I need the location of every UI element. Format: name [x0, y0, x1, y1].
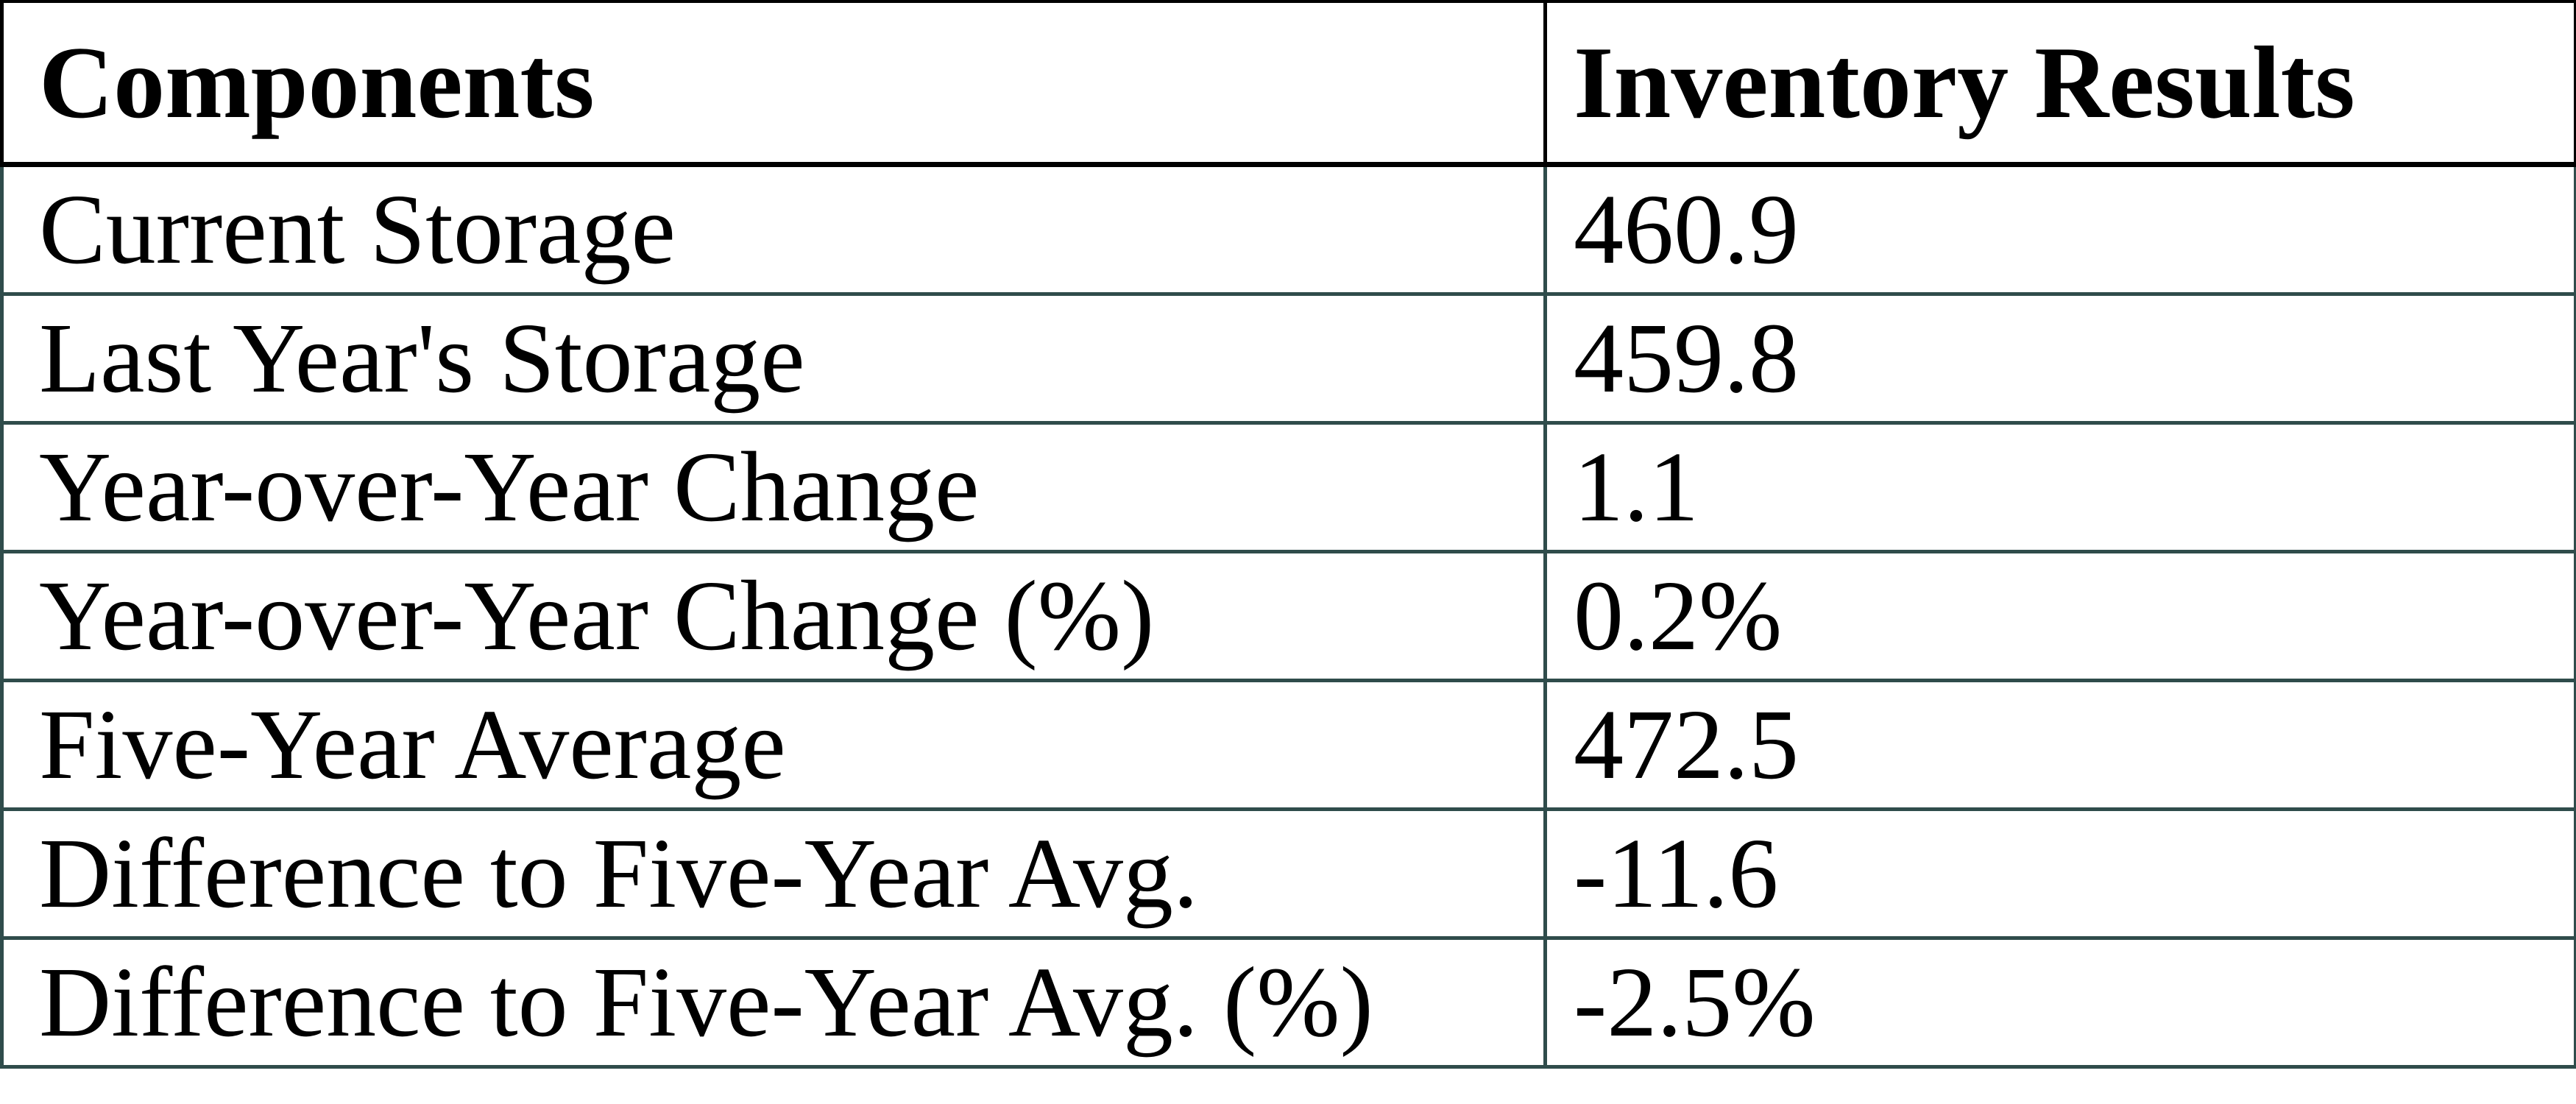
component-label: Five-Year Average: [0, 679, 1547, 811]
component-label: Year-over-Year Change (%): [0, 550, 1547, 682]
column-header-components: Components: [0, 0, 1547, 167]
table-row-diff-five-year-avg: Difference to Five-Year Avg. -11.6: [0, 807, 2576, 940]
header-row: Components Inventory Results: [0, 0, 2576, 167]
column-header-inventory-results: Inventory Results: [1543, 0, 2576, 167]
component-label: Year-over-Year Change: [0, 421, 1547, 553]
table-row-yoy-change: Year-over-Year Change 1.1: [0, 421, 2576, 553]
component-label: Last Year's Storage: [0, 292, 1547, 425]
component-value: 0.2%: [1543, 550, 2576, 682]
component-value: -2.5%: [1543, 936, 2576, 1069]
component-label: Difference to Five-Year Avg. (%): [0, 936, 1547, 1069]
component-value: 1.1: [1543, 421, 2576, 553]
table-row-current-storage: Current Storage 460.9: [0, 163, 2576, 296]
component-value: 460.9: [1543, 163, 2576, 296]
component-label: Difference to Five-Year Avg.: [0, 807, 1547, 940]
component-value: -11.6: [1543, 807, 2576, 940]
table-row-last-years-storage: Last Year's Storage 459.8: [0, 292, 2576, 425]
inventory-results-table: Components Inventory Results Current Sto…: [0, 0, 2576, 1069]
component-value: 472.5: [1543, 679, 2576, 811]
table-row-diff-five-year-avg-pct: Difference to Five-Year Avg. (%) -2.5%: [0, 936, 2576, 1069]
table-row-five-year-average: Five-Year Average 472.5: [0, 679, 2576, 811]
component-label: Current Storage: [0, 163, 1547, 296]
component-value: 459.8: [1543, 292, 2576, 425]
table-row-yoy-change-pct: Year-over-Year Change (%) 0.2%: [0, 550, 2576, 682]
